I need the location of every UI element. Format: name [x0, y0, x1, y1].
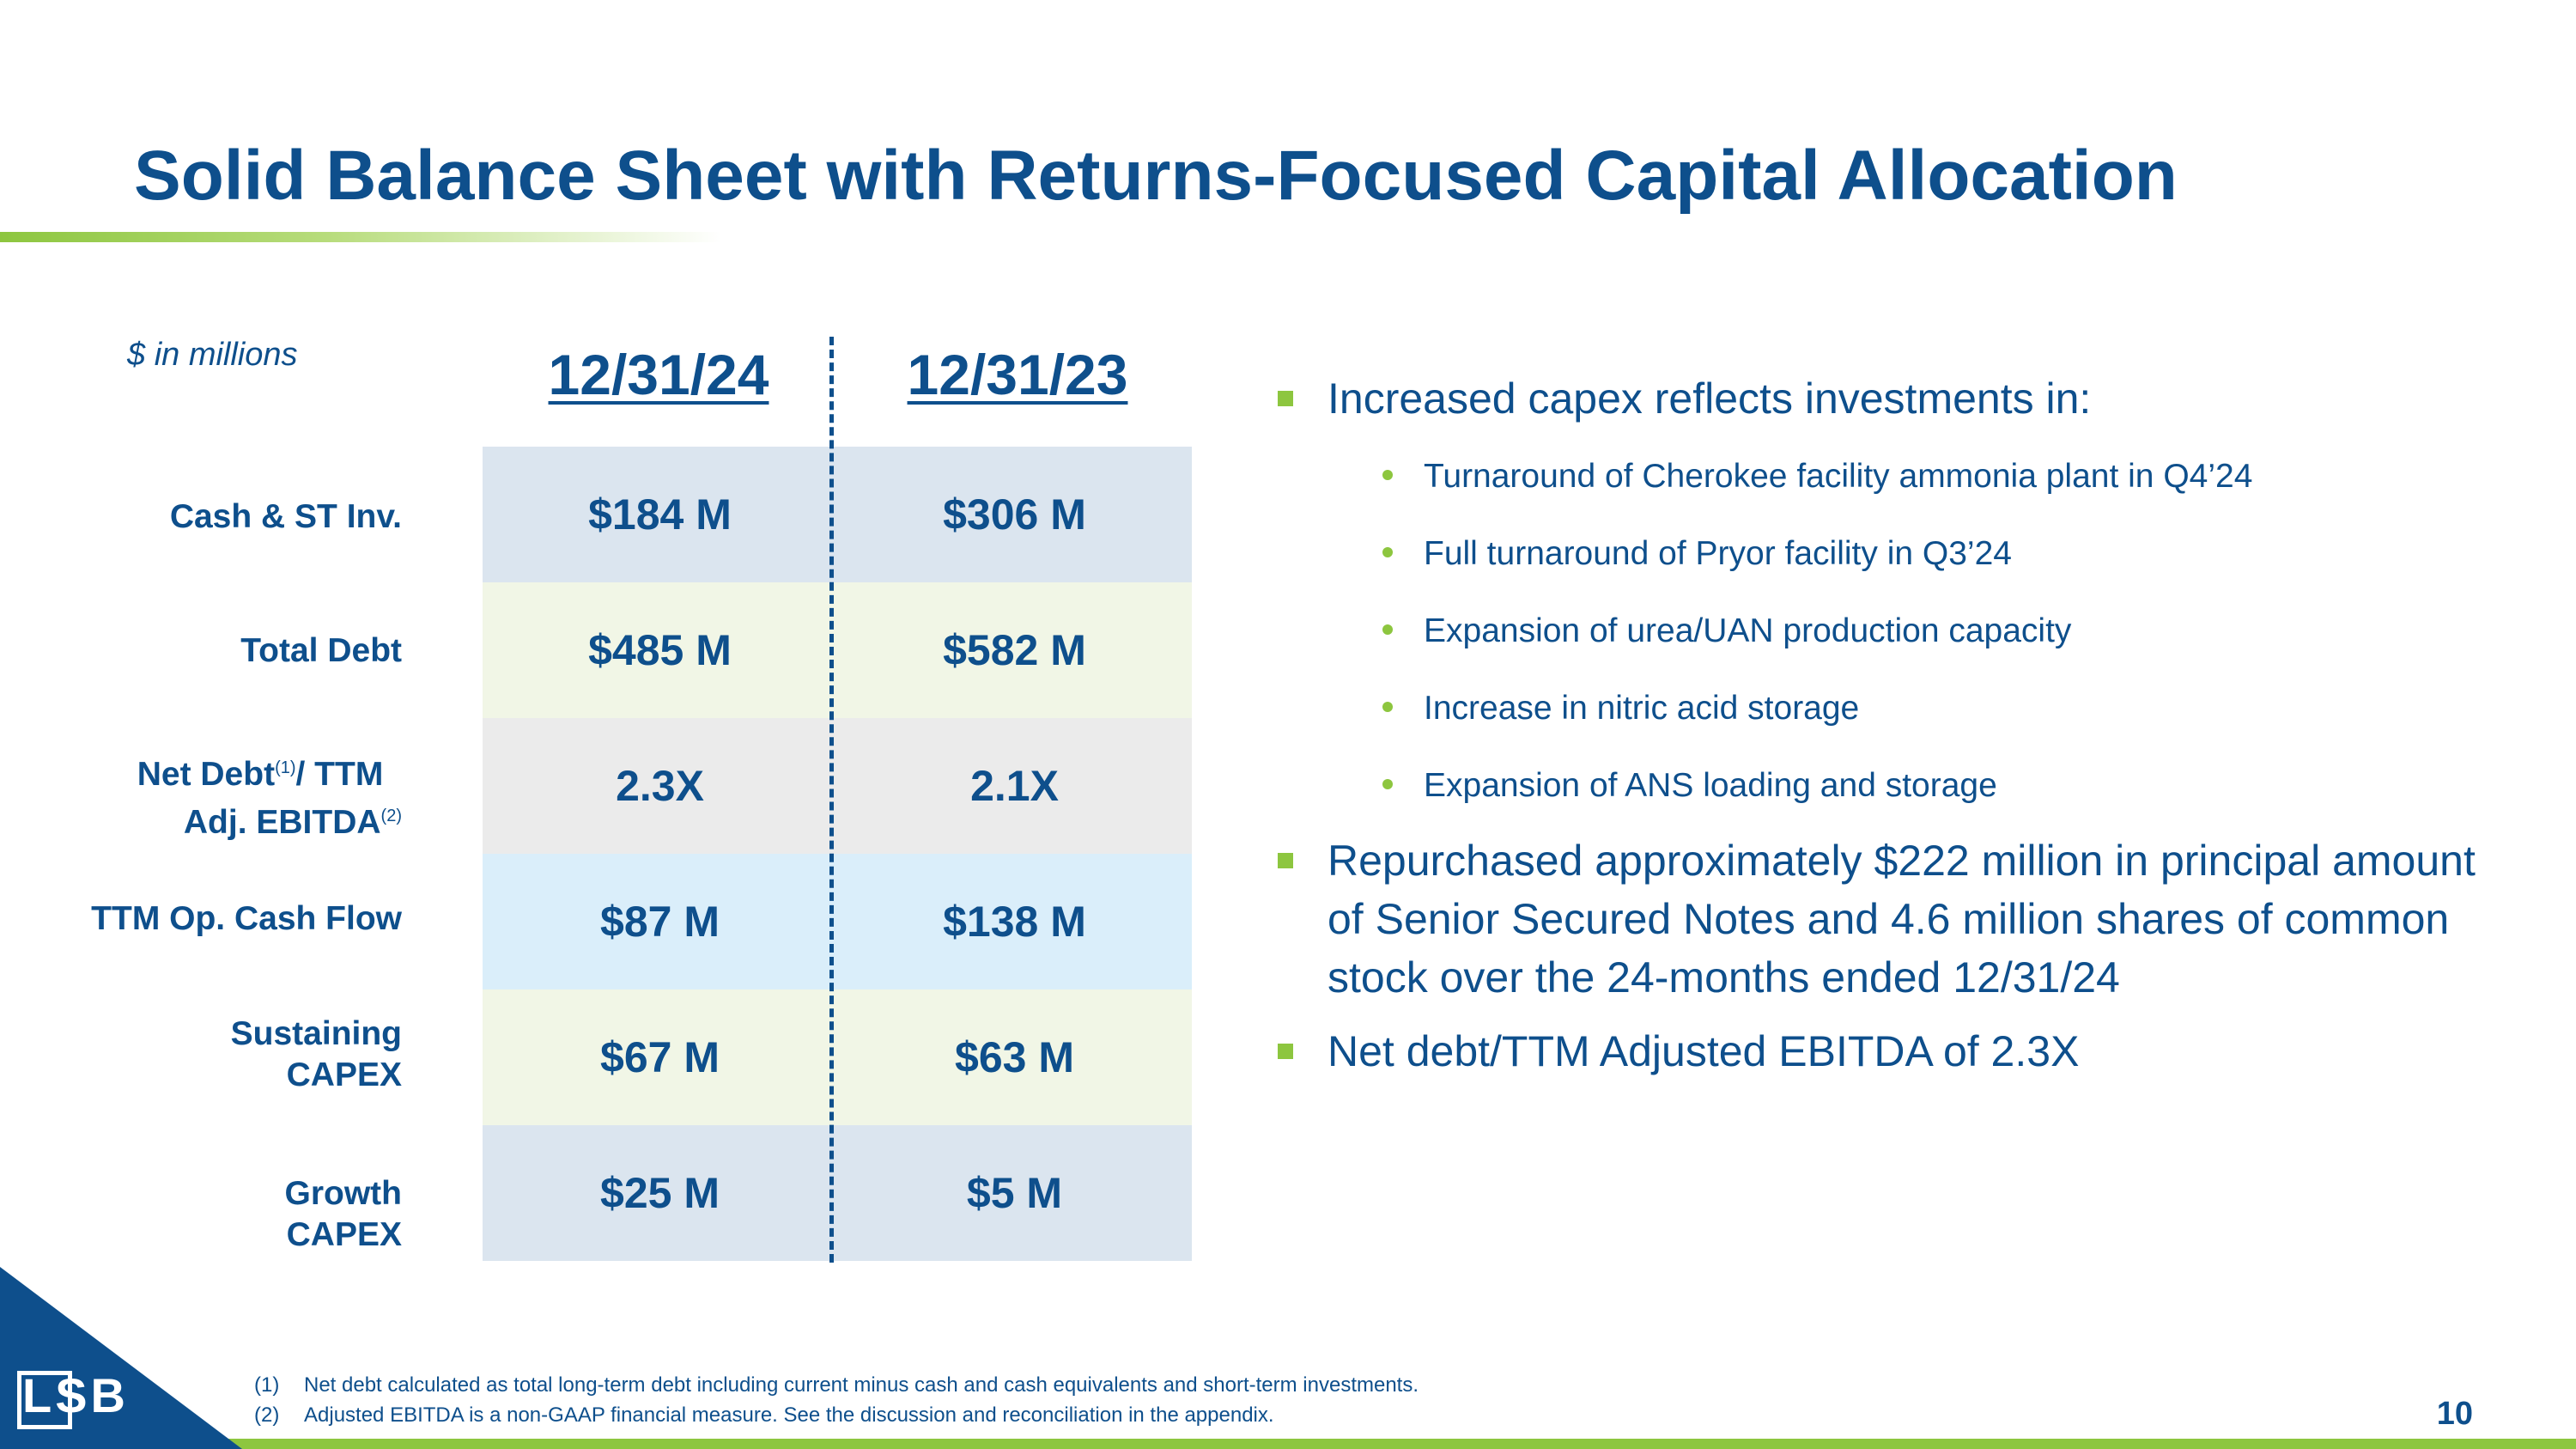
- value-cell-2024: $184 M: [588, 490, 732, 539]
- bullet-item: Net debt/TTM Adjusted EBITDA of 2.3X: [1278, 1022, 2523, 1081]
- row-label-line: CAPEX: [286, 1056, 402, 1093]
- value-cell-2023: 2.1X: [970, 762, 1059, 810]
- footnotes: (1) Net debt calculated as total long-te…: [254, 1370, 1419, 1430]
- footnote: (1) Net debt calculated as total long-te…: [254, 1370, 1419, 1400]
- value-cell-2023: $63 M: [955, 1033, 1074, 1081]
- dot-bullet-icon: [1382, 624, 1393, 635]
- row-label-line: / TTM: [295, 756, 384, 793]
- row-label-op-cash-flow: TTM Op. Cash Flow: [91, 900, 402, 937]
- table-row: $25 M $5 M: [483, 1125, 1192, 1261]
- row-label-line: Growth: [284, 1175, 402, 1212]
- square-bullet-icon: [1278, 391, 1293, 406]
- logo-frame: [17, 1371, 72, 1429]
- bullet-text: Net debt/TTM Adjusted EBITDA of 2.3X: [1327, 1027, 2080, 1075]
- row-label-line: Net Debt: [137, 756, 276, 793]
- column-divider: [829, 337, 834, 1263]
- footnote-number: (1): [254, 1373, 280, 1397]
- table-row: $67 M $63 M: [483, 989, 1192, 1125]
- row-label-cash: Cash & ST Inv.: [169, 498, 402, 535]
- sub-bullet-item: Full turnaround of Pryor facility in Q3’…: [1278, 515, 2523, 593]
- title-underline-rule: [0, 232, 721, 242]
- company-logo: LSB: [15, 1367, 144, 1429]
- dot-bullet-icon: [1382, 702, 1393, 712]
- value-cell-2023: $306 M: [943, 490, 1086, 539]
- value-cell-2024: $485 M: [588, 626, 732, 674]
- bullet-list: Increased capex reflects investments in:…: [1278, 369, 2523, 1081]
- row-label-net-debt-ebitda: Net Debt(1)/ TTM Adj. EBITDA(2): [34, 747, 402, 843]
- value-cell-2024: $67 M: [600, 1033, 720, 1081]
- sub-bullet-text: Full turnaround of Pryor facility in Q3’…: [1424, 535, 2012, 572]
- balance-sheet-table: $184 M $306 M $485 M $582 M 2.3X 2.1X $8…: [483, 447, 1192, 1261]
- row-label-line: Adj. EBITDA: [183, 804, 381, 841]
- sub-bullet-text: Increase in nitric acid storage: [1424, 690, 1860, 727]
- bullet-item: Repurchased approximately $222 million i…: [1278, 831, 2523, 1007]
- dot-bullet-icon: [1382, 470, 1393, 480]
- bullet-item: Increased capex reflects investments in:: [1278, 369, 2523, 428]
- value-cell-2023: $138 M: [943, 898, 1086, 946]
- row-label-sustaining-capex: Sustaining CAPEX: [34, 1014, 402, 1096]
- footnote: (2) Adjusted EBITDA is a non-GAAP financ…: [254, 1400, 1419, 1430]
- table-row: $87 M $138 M: [483, 854, 1192, 989]
- page-number: 10: [2436, 1396, 2473, 1432]
- footnote-text: Net debt calculated as total long-term d…: [304, 1373, 1419, 1397]
- sub-bullet-text: Turnaround of Cherokee facility ammonia …: [1424, 458, 2253, 495]
- table-row: 2.3X 2.1X: [483, 718, 1192, 854]
- bottom-accent-bar: [0, 1439, 2576, 1449]
- value-cell-2024: $25 M: [600, 1169, 720, 1217]
- footnote-number: (2): [254, 1403, 280, 1427]
- units-note: $ in millions: [127, 337, 298, 373]
- slide-title: Solid Balance Sheet with Returns-Focused…: [134, 137, 2178, 215]
- column-header-2023: 12/31/23: [907, 343, 1128, 406]
- dot-bullet-icon: [1382, 779, 1393, 789]
- sub-bullet-text: Expansion of urea/UAN production capacit…: [1424, 612, 2072, 649]
- footnote-text: Adjusted EBITDA is a non-GAAP financial …: [304, 1403, 1274, 1427]
- square-bullet-icon: [1278, 1044, 1293, 1059]
- footnote-ref: (1): [275, 758, 296, 777]
- row-label-growth-capex: Growth CAPEX: [34, 1173, 402, 1256]
- value-cell-2023: $582 M: [943, 626, 1086, 674]
- table-row: $485 M $582 M: [483, 582, 1192, 718]
- footnote-ref: (2): [380, 807, 402, 825]
- sub-bullet-item: Expansion of urea/UAN production capacit…: [1278, 593, 2523, 670]
- dot-bullet-icon: [1382, 547, 1393, 557]
- sub-bullet-item: Expansion of ANS loading and storage: [1278, 747, 2523, 825]
- bullet-text: Repurchased approximately $222 million i…: [1327, 837, 2476, 1002]
- corner-triangle: [0, 1267, 242, 1449]
- row-label-line: Sustaining: [230, 1015, 402, 1052]
- value-cell-2023: $5 M: [966, 1169, 1063, 1217]
- value-cell-2024: 2.3X: [616, 762, 704, 810]
- square-bullet-icon: [1278, 853, 1293, 868]
- column-header-2024: 12/31/24: [548, 343, 769, 406]
- value-cell-2024: $87 M: [600, 898, 720, 946]
- sub-bullet-list: Turnaround of Cherokee facility ammonia …: [1278, 438, 2523, 825]
- logo-text: LSB: [22, 1368, 129, 1422]
- row-label-total-debt: Total Debt: [240, 632, 402, 669]
- row-label-line: CAPEX: [286, 1216, 402, 1253]
- bullet-text: Increased capex reflects investments in:: [1327, 374, 2092, 423]
- table-row: $184 M $306 M: [483, 447, 1192, 582]
- sub-bullet-text: Expansion of ANS loading and storage: [1424, 767, 1997, 804]
- sub-bullet-item: Increase in nitric acid storage: [1278, 670, 2523, 747]
- sub-bullet-item: Turnaround of Cherokee facility ammonia …: [1278, 438, 2523, 515]
